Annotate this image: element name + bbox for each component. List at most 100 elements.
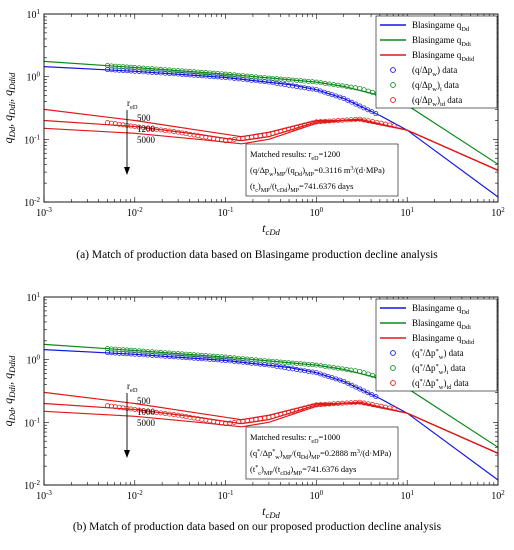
data-point (341, 378, 347, 384)
legend-label: Blasingame qDd (412, 303, 470, 316)
legend-marker-swatch (390, 350, 396, 356)
legend-box (375, 15, 498, 109)
data-series-markers (105, 63, 397, 102)
data-point (361, 388, 367, 394)
legend-marker-swatch (390, 97, 396, 103)
x-tick-label: 10-2 (127, 206, 143, 219)
reD-value: 500 (137, 113, 151, 123)
legend-label: (q*/Δp*w)i data (412, 363, 466, 376)
x-tick-label: 10-3 (36, 489, 52, 502)
data-series-markers (105, 116, 397, 144)
data-point (365, 390, 371, 396)
data-point (266, 414, 272, 420)
data-series-markers (105, 67, 379, 117)
y-tick-label: 101 (27, 8, 41, 21)
legend-marker-swatch (390, 67, 396, 73)
x-tick-label: 10-1 (218, 489, 234, 502)
x-tick-label: 102 (491, 206, 505, 219)
legend-marker-swatch (390, 365, 396, 371)
data-point (105, 120, 110, 126)
data-point (370, 372, 376, 378)
data-point (262, 415, 268, 421)
x-tick-label: 101 (400, 206, 414, 219)
y-axis-label: qDd, qDdi, qDdid (1, 355, 17, 426)
matched-results-line: Matched results: reD=1200 (250, 149, 340, 162)
x-tick-label: 10-2 (127, 489, 143, 502)
data-point (353, 384, 359, 390)
series-line (44, 66, 498, 198)
data-point (349, 99, 355, 105)
legend-label: Blasingame qDdi (412, 318, 471, 331)
data-point (365, 107, 371, 113)
data-point (266, 131, 272, 137)
legend-marker-swatch (390, 380, 396, 386)
x-tick-label: 102 (491, 489, 505, 502)
y-axis-label: qDd, qDdi, qDdid (1, 72, 17, 143)
reD-label: reD (127, 98, 138, 111)
x-axis-label: tcDd (262, 504, 280, 520)
legend-label: (q/Δpw)i data (412, 80, 459, 93)
chart-panel-b: 10-3 10-2 10-1 100 101 10210-210-1100101tcDdq… (1, 291, 505, 533)
reD-arrow-head (124, 167, 130, 175)
data-point (369, 109, 375, 115)
matched-results-line: Matched results: reD=1000 (250, 432, 340, 445)
legend-label: Blasingame qDdid (412, 333, 475, 346)
series-line (44, 349, 498, 481)
matched-results-line: (tc)MP/(tcDd)MP=741.6376 days (250, 181, 353, 194)
data-point (357, 368, 363, 374)
plot-frame (43, 296, 499, 486)
matched-results-box (245, 426, 399, 480)
plot-frame (43, 13, 499, 203)
data-point (345, 380, 351, 386)
data-point (357, 103, 363, 109)
legend-label: Blasingame qDdid (412, 50, 475, 63)
data-point (270, 130, 276, 136)
data-point (373, 394, 379, 400)
x-tick-label: 10-1 (218, 206, 234, 219)
matched-results-line: (q*/Δp*w)MP/(qDd)MP=0.2888 m3/(d·MPa) (250, 448, 391, 461)
data-point (262, 132, 268, 138)
reD-label: reD (127, 381, 138, 394)
data-point (357, 386, 363, 392)
data-point (361, 87, 367, 93)
reD-value: 5000 (137, 418, 156, 428)
data-point (270, 413, 276, 419)
y-tick-label: 100 (27, 354, 41, 367)
legend-label: (q/Δpw)id data (412, 95, 462, 108)
legend-label: (q*/Δp*w) data (412, 348, 464, 361)
data-point (365, 88, 371, 94)
reD-value: 500 (137, 396, 151, 406)
legend-label: (q*/Δp*w)id data (412, 378, 469, 391)
data-series-markers (105, 346, 397, 385)
legend-label: (q/Δpw) data (412, 65, 457, 78)
legend-marker-swatch (390, 82, 396, 88)
data-point (370, 89, 376, 95)
data-point (361, 370, 367, 376)
legend-box (375, 298, 498, 392)
matched-results-box (245, 143, 399, 197)
data-point (361, 105, 367, 111)
reD-arrow-head (124, 450, 130, 458)
data-point (369, 392, 375, 398)
data-point (391, 406, 397, 412)
reD-value: 1200 (137, 124, 156, 134)
data-point (345, 97, 351, 103)
x-axis-label: tcDd (262, 221, 280, 237)
data-point (105, 403, 110, 409)
reD-value: 5000 (137, 135, 156, 145)
figure-caption: (b) Match of production data based on ou… (73, 521, 442, 533)
data-point (365, 371, 371, 377)
y-tick-label: 10-1 (24, 416, 40, 429)
data-point (349, 382, 355, 388)
data-point (373, 111, 379, 117)
legend-label: Blasingame qDd (412, 20, 470, 33)
matched-results-line: (t*c)MP/(tcDd)MP=741.6376 days (250, 464, 356, 477)
y-tick-label: 101 (27, 291, 41, 304)
y-tick-label: 100 (27, 71, 41, 84)
x-tick-label: 100 (310, 489, 324, 502)
chart-panel-a: 10-3 10-2 10-1 100 101 10210-210-1100101tcDdq… (1, 8, 505, 261)
data-series-markers (105, 399, 397, 427)
legend-label: Blasingame qDdi (412, 35, 471, 48)
figure-caption: (a) Match of production data based on Bl… (76, 249, 438, 261)
